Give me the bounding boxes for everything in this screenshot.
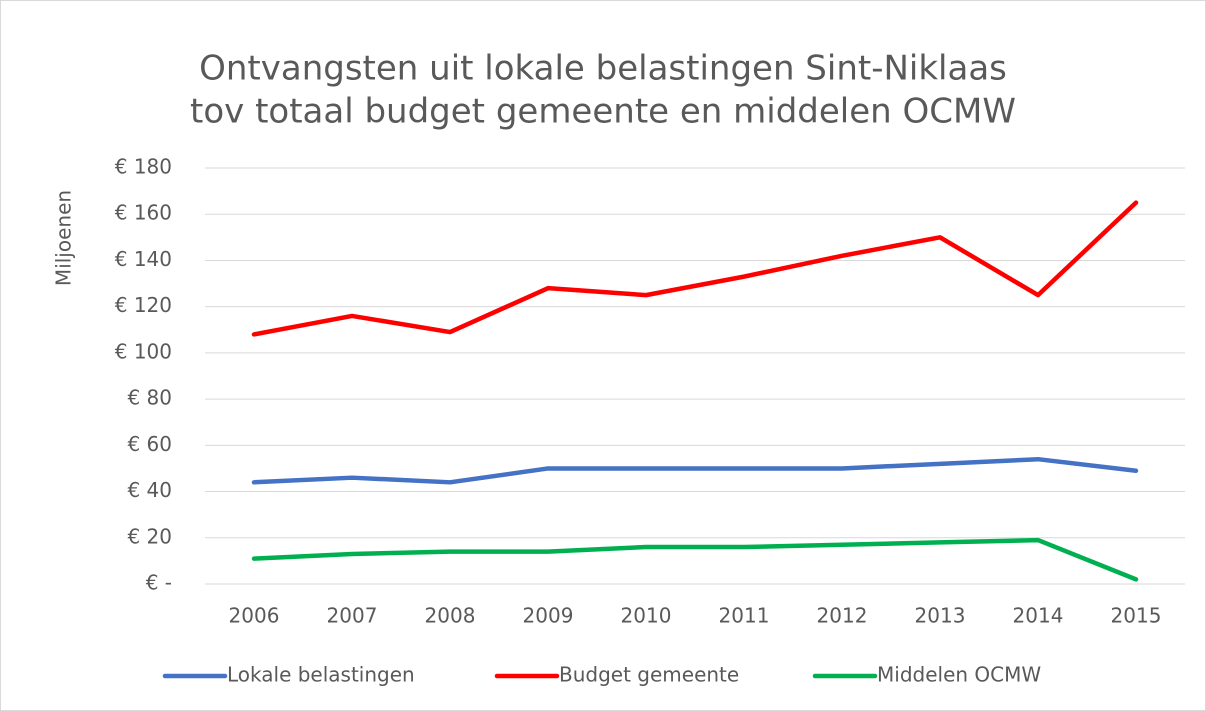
x-tick-label: 2008 [425,604,476,628]
legend-label: Lokale belastingen [227,663,415,687]
x-tick-label: 2012 [817,604,868,628]
x-tick-label: 2014 [1013,604,1064,628]
y-tick-label: € 160 [115,201,172,225]
y-tick-label: € 140 [115,247,172,271]
y-tick-label: € 40 [127,478,172,502]
y-tick-label: € 100 [115,339,172,363]
y-axis-label: Miljoenen [52,190,76,286]
chart-title: Ontvangsten uit lokale belastingen Sint-… [199,49,1007,89]
line-series [251,200,1139,337]
x-tick-label: 2007 [327,604,378,628]
x-tick-label: 2010 [621,604,672,628]
y-tick-label: € 20 [127,524,172,548]
x-tick-label: 2009 [523,604,574,628]
x-tick-label: 2015 [1111,604,1162,628]
chart-title: tov totaal budget gemeente en middelen O… [190,92,1016,132]
x-tick-label: 2013 [915,604,966,628]
x-tick-label: 2006 [229,604,280,628]
y-tick-label: € 80 [127,386,172,410]
line-series [251,456,1139,485]
legend-label: Middelen OCMW [877,663,1041,687]
x-tick-label: 2011 [719,604,770,628]
y-tick-label: € 180 [115,155,172,179]
line-series [251,537,1139,582]
y-tick-label: € 60 [127,432,172,456]
y-tick-label: € 120 [115,293,172,317]
y-tick-label: € - [146,571,172,595]
legend-label: Budget gemeente [559,663,739,687]
